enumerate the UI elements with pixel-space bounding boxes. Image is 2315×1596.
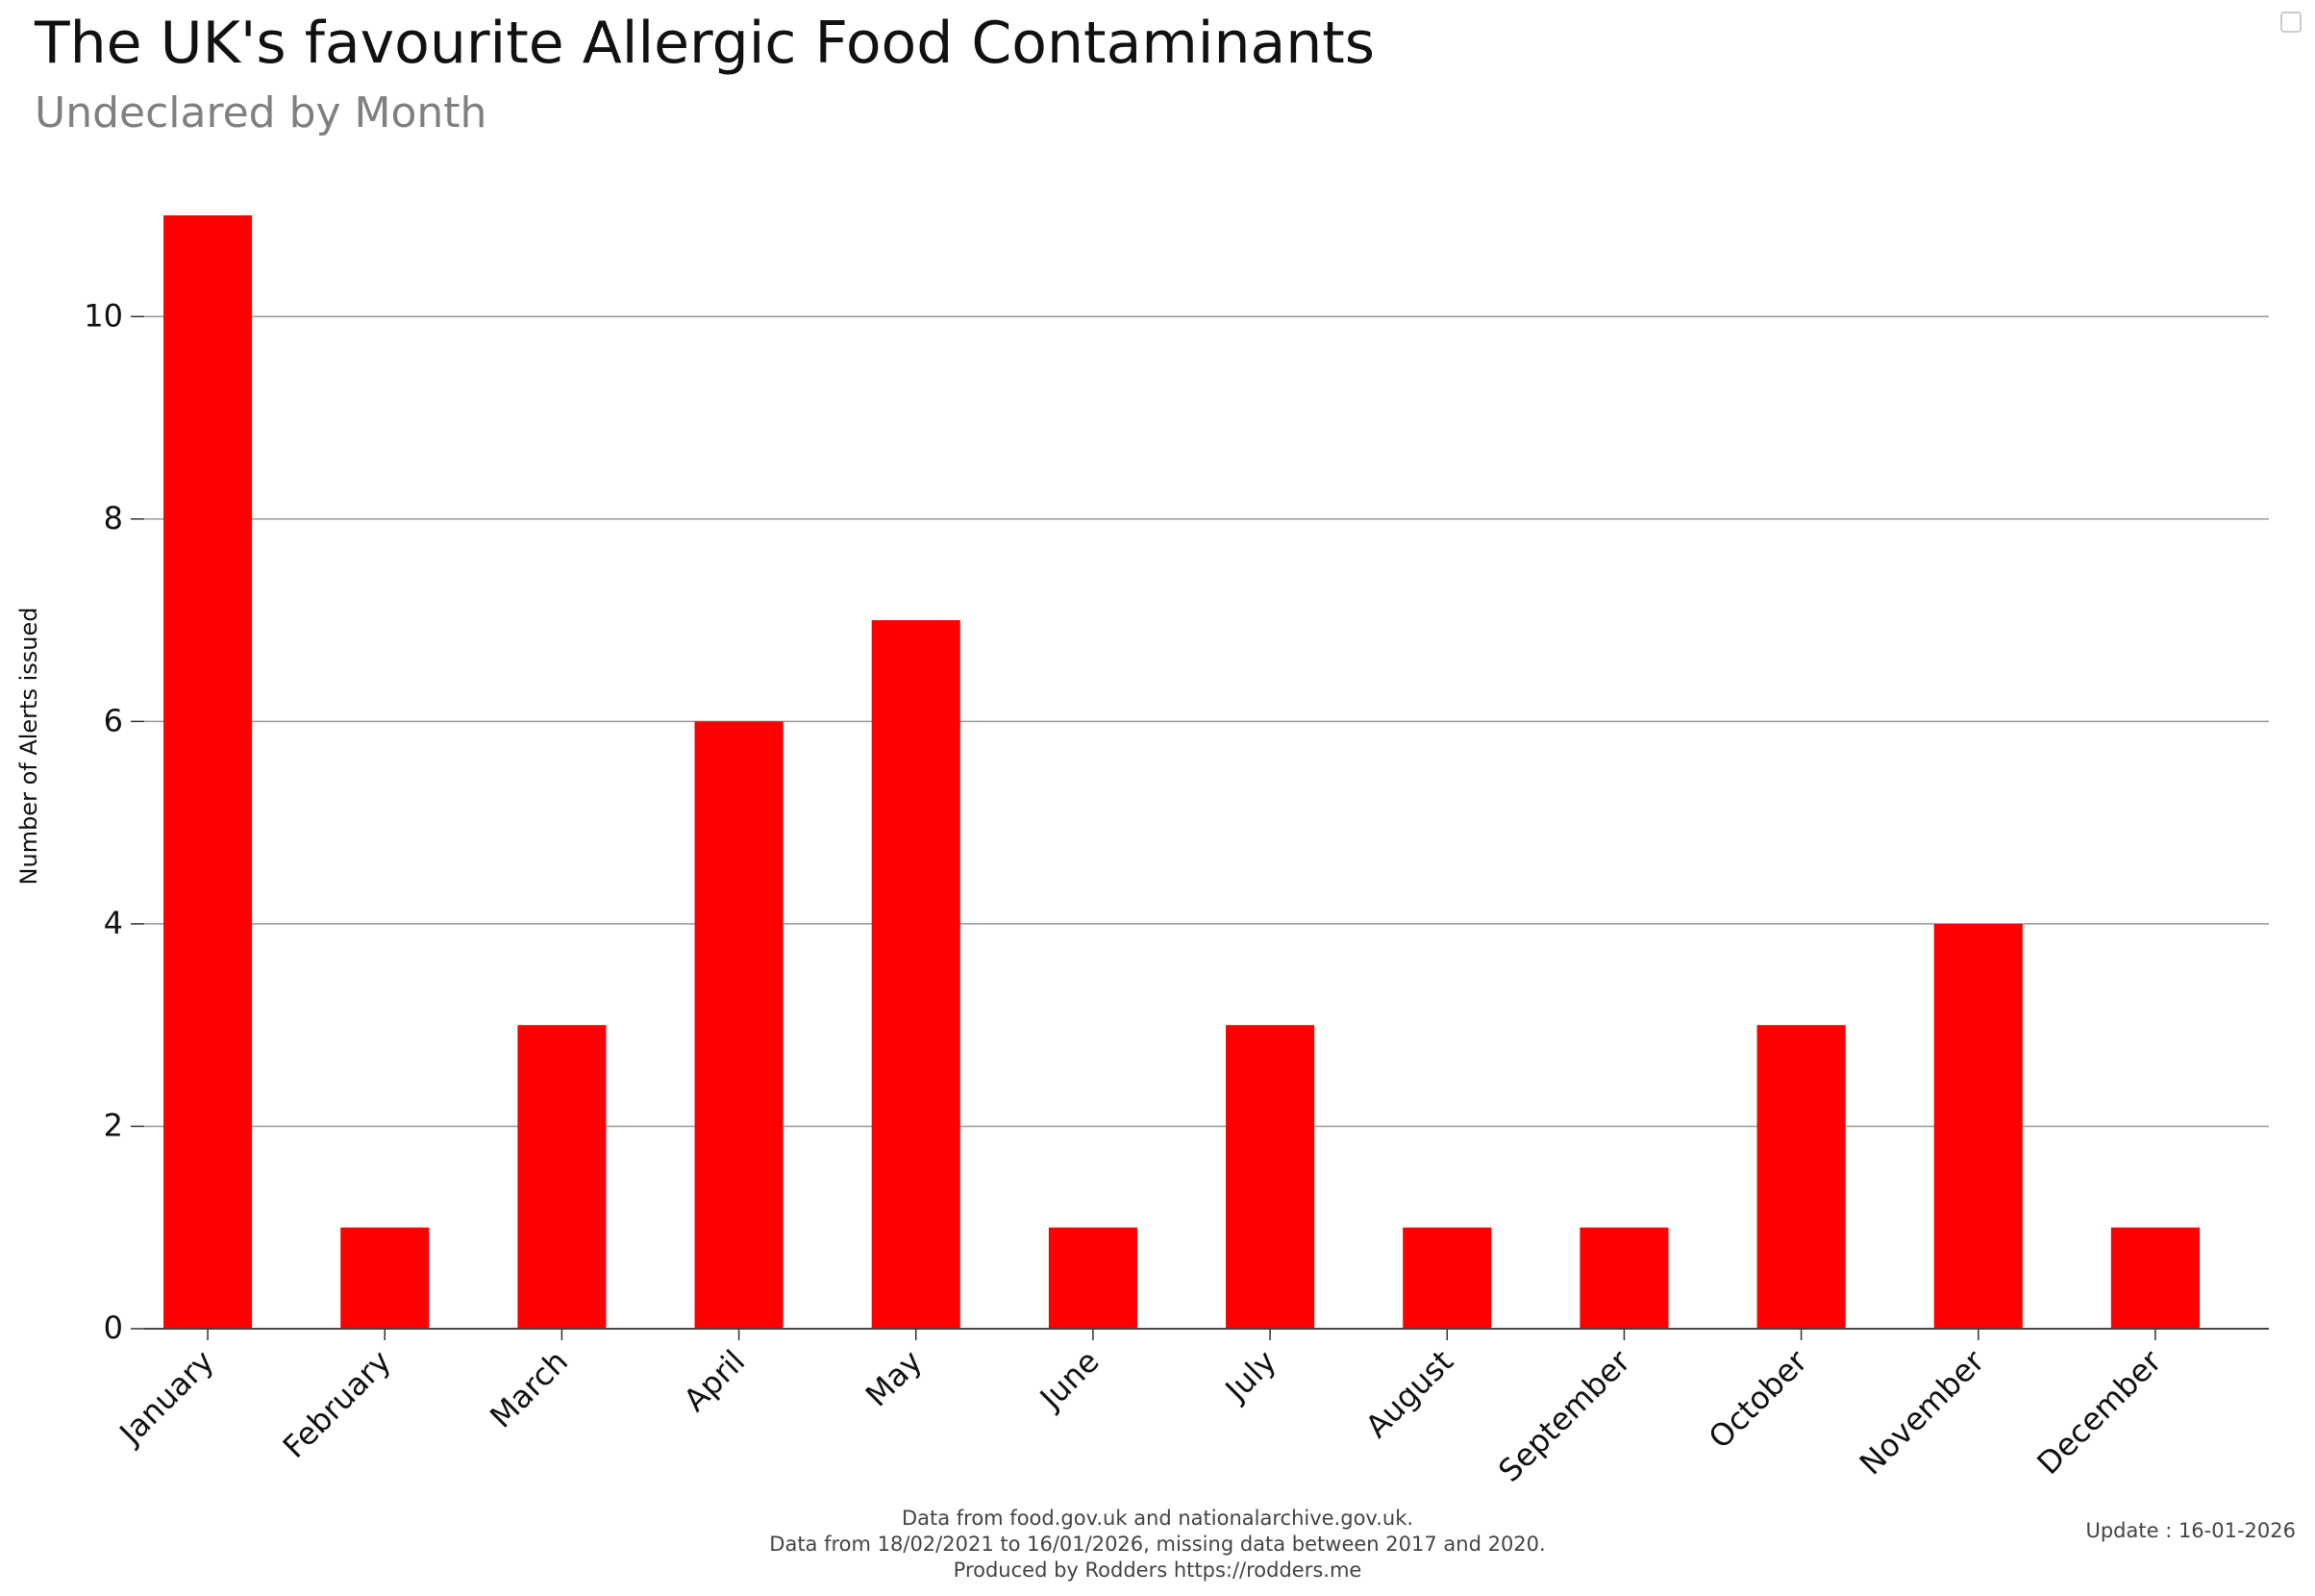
x-tick-label: April [677,1343,753,1419]
y-axis-label: Number of Alerts issued [15,608,42,885]
bar-may [871,620,960,1329]
x-tick-label: October [1702,1342,1815,1456]
legend-toggle-checkbox[interactable] [2280,12,2302,33]
bars [163,215,2200,1329]
y-tick-label: 0 [104,1309,123,1346]
bar-november [1933,923,2023,1329]
y-tick-label: 8 [104,500,123,536]
footer-source-note: Data from food.gov.uk and nationalarchiv… [0,1506,2315,1584]
y-tick-label: 10 [84,297,123,334]
y-tick-label: 6 [104,702,123,738]
bar-march [517,1025,607,1329]
footer-line-3: Produced by Rodders https://rodders.me [953,1559,1362,1582]
gridlines [144,315,2269,1128]
x-tick-label: February [276,1343,398,1465]
bar-october [1756,1025,1846,1329]
x-tick-label: August [1358,1343,1460,1445]
bar-december [2110,1227,2200,1329]
chart-title: The UK's favourite Allergic Food Contami… [35,10,1376,77]
x-tick-label: September [1491,1342,1638,1489]
x-tick-label: January [112,1343,221,1453]
x-tick-label: March [483,1343,575,1435]
x-tick-label: May [859,1343,930,1414]
y-tick-label: 2 [104,1107,123,1143]
bar-february [340,1227,430,1329]
y-tick-label: 4 [104,905,123,941]
bar-april [694,721,784,1329]
footer-line-1: Data from food.gov.uk and nationalarchiv… [901,1507,1414,1530]
chart-subtitle: Undeclared by Month [35,88,487,137]
bar-august [1403,1227,1492,1329]
x-tick-label: June [1032,1343,1107,1418]
bar-january [163,215,253,1329]
bar-september [1580,1227,1669,1329]
bar-june [1048,1227,1137,1329]
x-tick-label: December [2029,1342,2169,1482]
footer-line-2: Data from 18/02/2021 to 16/01/2026, miss… [769,1533,1546,1556]
bar-chart: 0 2 4 6 8 10 January February March April May June J… [15,215,2269,1489]
x-tick-label: July [1217,1343,1283,1409]
x-tick-label: November [1853,1342,1992,1482]
bar-july [1226,1025,1315,1329]
update-date: Update : 16-01-2026 [2085,1519,2296,1542]
